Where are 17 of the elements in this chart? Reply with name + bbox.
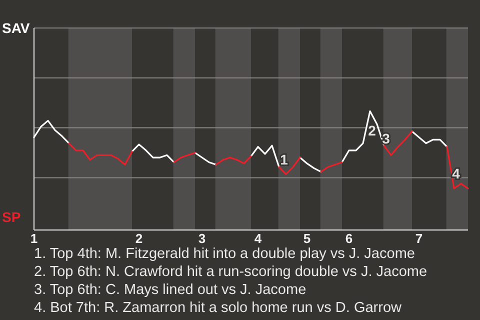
x-tick-label: 6 <box>345 231 353 246</box>
x-tick-label: 1 <box>30 231 38 246</box>
x-tick-label: 2 <box>135 231 143 246</box>
text: 4. Bot 7th: R. Zamarron hit a solo home run vs D. Garrow <box>34 300 402 316</box>
annotation: 2 <box>368 122 376 139</box>
x-tick-label: 7 <box>415 231 423 246</box>
text: 2. Top 6th: N. Crawford hit a run-scoring double vs J. Jacome <box>34 264 428 280</box>
text: 1. Top 4th: M. Fitzgerald hit into a double play vs J. Jacome <box>34 246 415 262</box>
x-tick-label: 4 <box>254 231 262 246</box>
x-tick-label: 3 <box>198 231 206 246</box>
annotation: 1 <box>280 152 288 168</box>
text: SP <box>2 209 21 225</box>
x-tick-label: 5 <box>303 231 311 246</box>
text: SAV <box>2 20 30 36</box>
annotation: 4 <box>452 166 460 182</box>
text: 3. Top 6th: C. Mays lined out vs J. Jacome <box>34 282 306 298</box>
annotation: 3 <box>382 130 390 147</box>
